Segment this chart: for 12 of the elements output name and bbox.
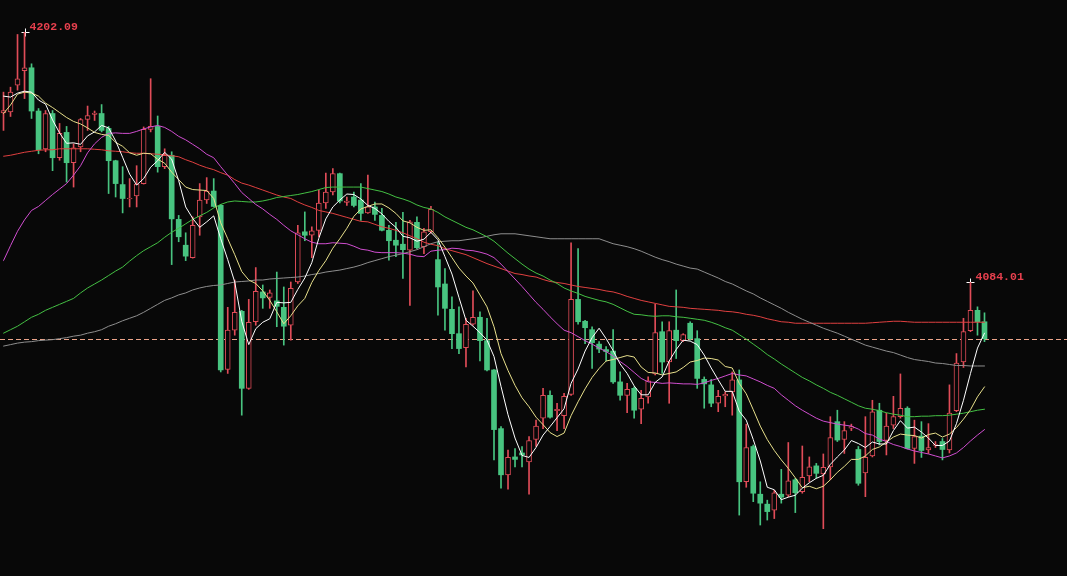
candlestick xyxy=(344,196,350,206)
candlestick xyxy=(470,290,476,326)
candlestick xyxy=(301,211,308,242)
candlestick xyxy=(365,174,371,214)
candlestick xyxy=(757,481,764,526)
candlestick xyxy=(673,289,680,359)
annotation: 4202.09 xyxy=(29,20,78,33)
annotation: 4084.01 xyxy=(975,270,1024,284)
candlestick xyxy=(778,469,785,504)
candlestick xyxy=(512,448,518,468)
candlestick xyxy=(624,383,630,414)
candlestick xyxy=(308,226,315,258)
